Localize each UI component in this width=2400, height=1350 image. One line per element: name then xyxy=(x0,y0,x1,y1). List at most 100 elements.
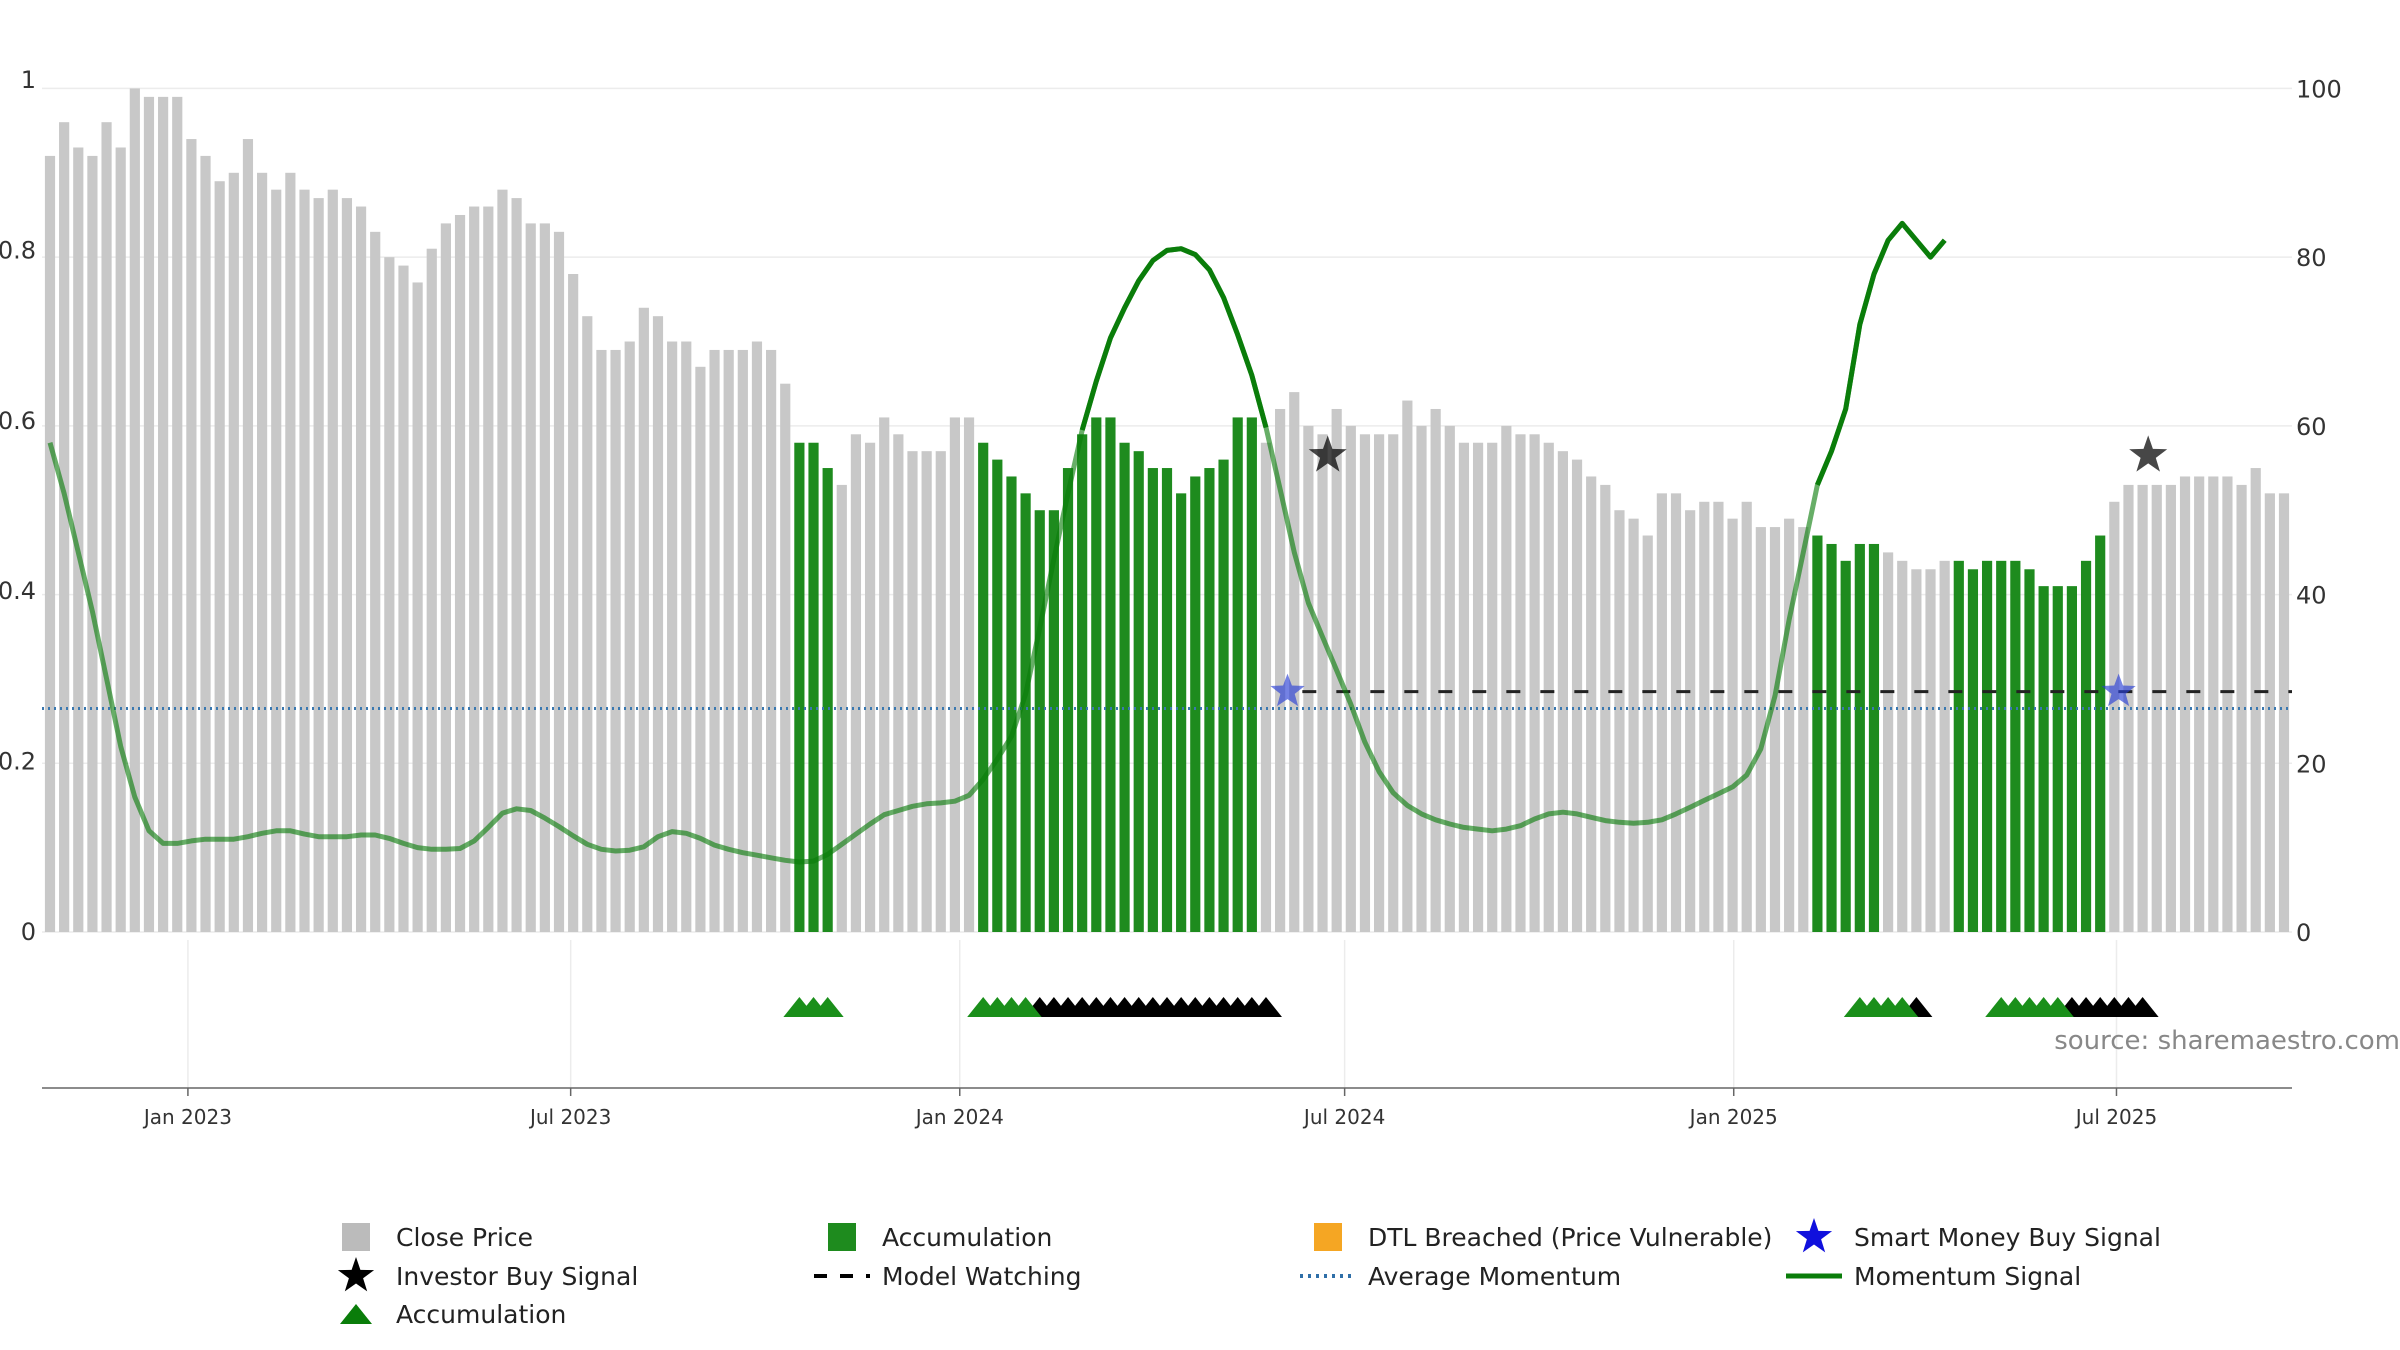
close-price-bar xyxy=(1741,501,1752,932)
close-price-bar xyxy=(2208,476,2219,932)
close-price-bar xyxy=(1487,442,1498,932)
legend-square-icon xyxy=(828,1223,856,1251)
left-tick-label: 0.8 xyxy=(0,236,36,264)
close-price-bar xyxy=(1925,569,1936,932)
close-price-bar xyxy=(737,349,748,933)
accumulation-triangle-green xyxy=(811,997,844,1017)
close-price-bar xyxy=(1303,425,1314,932)
close-price-bar xyxy=(1713,501,1724,932)
accumulation-triangle-black xyxy=(1249,997,1282,1017)
smart-money-buy-signal-star xyxy=(1270,673,1305,707)
legend-star-icon xyxy=(337,1257,375,1292)
accumulation-bar xyxy=(1147,468,1158,932)
close-price-bar xyxy=(1529,434,1540,932)
x-tick-label: Jul 2023 xyxy=(528,1105,611,1129)
accumulation-bar xyxy=(1161,468,1173,932)
close-price-bar xyxy=(1614,510,1625,932)
close-price-bar xyxy=(1883,552,1894,932)
accumulation-triangle-green xyxy=(1886,997,1919,1017)
accumulation-bar xyxy=(1246,417,1257,932)
close-price-bar xyxy=(1260,442,1272,932)
close-price-bar xyxy=(568,274,579,933)
close-price-bar xyxy=(780,383,791,932)
close-price-bar xyxy=(285,172,296,932)
close-price-bar xyxy=(101,122,112,932)
close-price-bar xyxy=(907,451,918,932)
close-price-bar xyxy=(115,147,126,932)
close-price-bar xyxy=(87,155,98,933)
close-price-bar xyxy=(850,434,862,932)
close-price-bar xyxy=(2222,476,2233,932)
close-price-bar xyxy=(1359,434,1371,932)
close-price-bar xyxy=(1586,476,1597,932)
close-price-bar xyxy=(751,341,763,932)
accumulation-bar xyxy=(1854,543,1865,932)
x-tick-label: Jul 2025 xyxy=(2074,1105,2157,1129)
accumulation-bar xyxy=(794,442,805,932)
smart-money-buy-signal-star xyxy=(2101,673,2136,707)
close-price-bar xyxy=(73,147,84,932)
close-price-bar xyxy=(2165,484,2176,932)
accumulation-bar xyxy=(1119,442,1130,932)
close-price-bar xyxy=(1373,434,1385,932)
accumulation-bar xyxy=(1967,569,1979,932)
legend-label: Investor Buy Signal xyxy=(396,1262,638,1291)
close-price-bar xyxy=(624,341,635,932)
close-price-bar xyxy=(143,96,155,933)
close-price-bar xyxy=(2179,476,2191,932)
close-price-bar xyxy=(313,198,324,933)
close-price-bar xyxy=(1317,434,1328,932)
accumulation-bar xyxy=(1826,543,1837,932)
close-price-bar xyxy=(172,96,183,933)
close-price-bar xyxy=(582,316,593,933)
close-price-bar xyxy=(864,442,876,932)
close-price-bar xyxy=(158,96,169,933)
accumulation-bar xyxy=(1077,434,1088,932)
signal-markers xyxy=(783,435,2168,1017)
close-price-bar xyxy=(341,198,353,933)
close-price-bar xyxy=(2151,484,2162,932)
accumulation-triangle-black xyxy=(2126,997,2159,1017)
close-price-bar xyxy=(1784,518,1795,932)
close-price-bar xyxy=(1897,560,1908,932)
close-price-bar xyxy=(2123,484,2134,932)
close-price-bar xyxy=(242,139,254,932)
close-price-bar xyxy=(228,172,239,932)
accumulation-bar xyxy=(2080,560,2092,932)
close-price-bar xyxy=(370,231,381,933)
close-price-bar xyxy=(893,434,904,932)
accumulation-bar xyxy=(822,468,833,932)
accumulation-bar xyxy=(992,459,1003,932)
close-price-bar xyxy=(963,417,975,932)
close-price-bar xyxy=(879,417,890,932)
x-tick-label: Jul 2024 xyxy=(1302,1105,1385,1129)
close-price-bar xyxy=(949,417,961,932)
investor-buy-signal-star xyxy=(2129,435,2168,472)
close-price-bar xyxy=(1444,425,1455,932)
close-price-bar xyxy=(935,451,946,932)
close-price-bar xyxy=(214,181,225,932)
close-price-bar xyxy=(1388,434,1399,932)
legend-label: Average Momentum xyxy=(1368,1262,1621,1291)
accumulation-bar xyxy=(2024,569,2035,932)
close-price-bar xyxy=(1416,425,1427,932)
axes: Jan 2023 Jul 2023 Jan 2024 Jul 2024 Jan 2025… xyxy=(0,66,2342,1129)
close-price-bar xyxy=(186,139,197,932)
left-tick-label: 0.2 xyxy=(0,748,36,776)
x-tick-label: Jan 2024 xyxy=(914,1105,1004,1129)
accumulation-bar xyxy=(1176,493,1187,932)
right-tick-label: 0 xyxy=(2296,919,2311,947)
close-price-bar xyxy=(1939,560,1950,932)
accumulation-bar xyxy=(1953,560,1964,932)
close-price-bar xyxy=(256,172,268,932)
close-price-bar xyxy=(652,316,664,933)
accumulation-bar xyxy=(1868,543,1880,932)
close-price-bar xyxy=(1798,527,1809,932)
close-price-bar xyxy=(129,88,140,932)
momentum-signal-strong-segment xyxy=(1079,246,1269,431)
legend-label: Accumulation xyxy=(396,1300,566,1329)
legend-label: Smart Money Buy Signal xyxy=(1854,1223,2161,1252)
close-price-bar xyxy=(1289,392,1300,933)
close-price-bar xyxy=(1769,527,1781,932)
close-price-bar xyxy=(1557,451,1568,932)
